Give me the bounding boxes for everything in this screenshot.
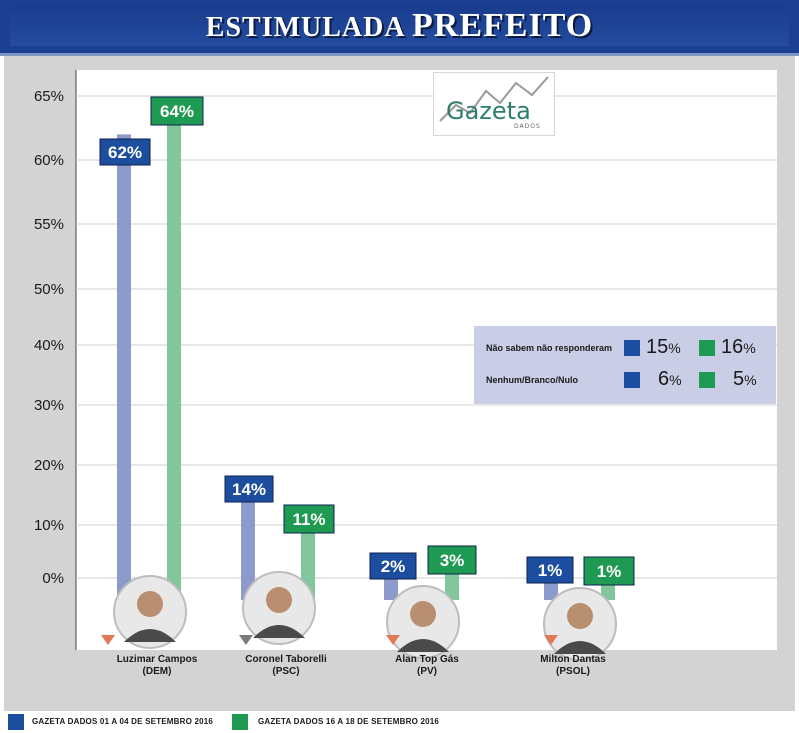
candidate-name: (PSC) [272,666,299,677]
info-value-green-unit: % [743,340,756,356]
candidate-name: Milton Dantas [540,654,606,665]
trend-line-icon [439,76,549,122]
y-tick-label: 50% [34,281,64,298]
candidate-name: (DEM) [143,666,172,677]
pointer-triangle-icon [239,635,253,645]
value-label-box [99,138,151,166]
info-value-blue-unit: % [669,372,682,388]
bar [117,134,131,600]
candidate-body-icon [397,639,449,652]
info-value-green: 5% [733,368,757,391]
legend: GAZETA DADOS 01 A 04 DE SETEMBRO 2016 GA… [0,711,799,733]
info-row-nenhum: Nenhum/Branco/Nulo 6% 5% [474,366,776,396]
value-label: 1% [597,562,622,581]
legend-green-swatch [232,714,248,730]
value-label: 62% [108,143,142,162]
candidate-name: Alan Top Gás [395,654,459,665]
y-tick-label: 30% [34,397,64,414]
candidate-head-icon [567,603,593,629]
title-banner: ESTIMULADA PREFEITO [0,0,799,56]
info-value-green-unit: % [744,372,757,388]
value-label-box [427,545,477,575]
chart-title: ESTIMULADA PREFEITO [206,7,593,44]
info-value-blue-num: 6 [658,368,670,390]
info-value-green: 16% [721,336,756,359]
value-label-box [583,556,635,586]
value-label-box [369,552,417,580]
title-banner-inner: ESTIMULADA PREFEITO [10,6,789,46]
info-box: Não sabem não responderam 15% 16% Nenhum… [474,326,776,404]
value-label: 1% [538,561,563,580]
info-label: Nenhum/Branco/Nulo [486,375,579,385]
value-label: 64% [160,102,194,121]
legend-blue-label: GAZETA DADOS 01 A 04 DE SETEMBRO 2016 [32,717,214,726]
candidate-name: Coronel Taborelli [245,654,327,665]
y-tick-label: 40% [34,337,64,354]
bar [167,108,181,601]
logo-word: Gazeta [446,97,531,125]
chart-title-part1: ESTIMULADA [205,12,413,43]
value-label-box [150,96,204,126]
candidate-name: (PV) [417,666,437,677]
green-square-icon [699,372,715,388]
logo-sub: DADOS [514,123,541,130]
candidate-head-icon [266,587,292,613]
value-label: 2% [381,557,406,576]
info-value-green-num: 5 [733,368,745,390]
bar [241,501,255,600]
value-label-box [224,475,274,503]
chart-title-part2: PREFEITO [412,7,594,44]
candidate-name: Luzimar Campos [117,654,198,665]
y-tick-label: 55% [34,216,64,233]
y-tick-label: 10% [34,517,64,534]
pointer-triangle-icon [386,635,400,645]
y-tick-label: 0% [42,570,64,587]
y-tick-label: 65% [34,88,64,105]
value-label-box [283,504,335,534]
info-value-blue-num: 15 [646,336,669,358]
blue-square-icon [624,372,640,388]
info-label: Não sabem não responderam [486,343,613,353]
blue-square-icon [624,340,640,356]
info-value-blue-unit: % [668,340,681,356]
pointer-triangle-icon [101,635,115,645]
value-label: 3% [440,551,465,570]
gazeta-logo: Gazeta DADOS [433,72,555,136]
candidate-head-icon [137,591,163,617]
legend-blue-swatch [8,714,24,730]
value-label-box [526,556,574,584]
info-row-nao-sabem: Não sabem não responderam 15% 16% [474,334,776,364]
y-tick-label: 60% [34,152,64,169]
candidate-head-icon [410,601,436,627]
green-square-icon [699,340,715,356]
value-label: 11% [292,510,325,529]
info-value-blue: 6% [658,368,682,391]
candidate-body-icon [124,629,176,642]
info-value-green-num: 16 [721,336,744,358]
candidate-body-icon [554,641,606,654]
candidate-name: (PSOL) [556,666,590,677]
info-value-blue: 15% [646,336,681,359]
value-label: 14% [232,480,266,499]
legend-green-label: GAZETA DADOS 16 A 18 DE SETEMBRO 2016 [258,717,440,726]
candidate-body-icon [253,625,305,638]
bar [301,519,315,600]
y-tick-label: 20% [34,457,64,474]
pointer-triangle-icon [544,635,558,645]
